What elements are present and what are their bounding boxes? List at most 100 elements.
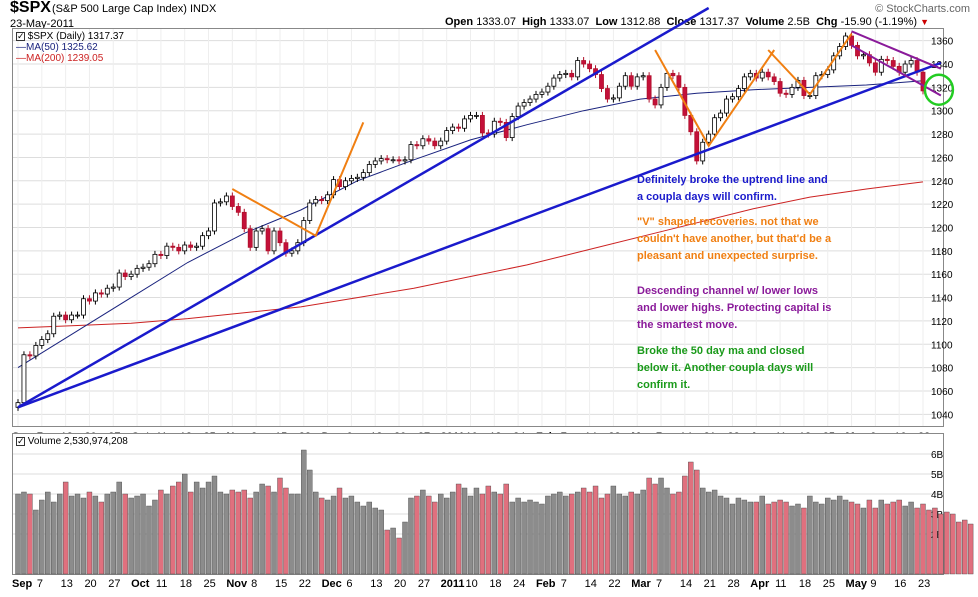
volume-bar bbox=[313, 491, 319, 575]
volume-bar bbox=[807, 495, 813, 575]
annotation-uptrend: Definitely broke the uptrend line and a … bbox=[637, 174, 828, 203]
price-candle bbox=[736, 88, 741, 98]
legend-volume: Volume 2,530,974,208 bbox=[27, 436, 128, 447]
price-tick-label: 1060 bbox=[931, 387, 954, 398]
price-candle bbox=[462, 118, 467, 129]
volume-x-tick-label: 25 bbox=[823, 578, 835, 590]
volume-x-tick-label: 18 bbox=[489, 578, 501, 590]
volume-bar bbox=[884, 503, 890, 575]
volume-x-tick-label: 16 bbox=[894, 578, 906, 590]
volume-bar bbox=[253, 491, 259, 575]
volume-bar bbox=[342, 497, 349, 575]
volume-bar bbox=[265, 485, 271, 575]
price-candle bbox=[872, 62, 878, 73]
price-candle bbox=[360, 172, 366, 178]
price-candle bbox=[93, 292, 98, 302]
volume-bar bbox=[62, 481, 69, 575]
stockcharts-brand[interactable]: © StockCharts.com bbox=[875, 3, 970, 15]
price-candle bbox=[878, 58, 884, 73]
price-candle bbox=[676, 75, 682, 88]
ma50-line bbox=[17, 80, 924, 369]
price-candle bbox=[545, 85, 551, 93]
price-candle bbox=[789, 86, 795, 95]
volume-bar bbox=[545, 495, 551, 575]
volume-bar bbox=[485, 485, 492, 575]
volume-bar bbox=[289, 493, 295, 575]
volume-bar bbox=[664, 487, 670, 575]
price-tick-label: 1360 bbox=[931, 37, 954, 48]
volume-x-tick-label: 15 bbox=[275, 578, 287, 590]
volume-tick-label: 4B bbox=[931, 490, 944, 501]
volume-bar bbox=[348, 495, 355, 575]
price-tick-label: 1100 bbox=[931, 340, 953, 351]
price-candle bbox=[777, 81, 783, 94]
volume-x-tick-label: Nov bbox=[226, 578, 248, 590]
volume-bar bbox=[51, 501, 57, 575]
volume-x-tick-label: 13 bbox=[370, 578, 382, 590]
price-candle bbox=[920, 71, 926, 92]
volume-x-tick-label: 10 bbox=[466, 578, 478, 590]
volume-x-tick-label: 7 bbox=[561, 578, 567, 590]
price-candle bbox=[884, 58, 890, 61]
volume-bar bbox=[842, 499, 849, 575]
volume-bar bbox=[586, 491, 593, 575]
volume-bar bbox=[872, 507, 879, 575]
price-legend: ✓ $SPX (Daily) 1317.37 —MA(50) 1325.62 —… bbox=[16, 31, 124, 64]
price-tick-label: 1260 bbox=[931, 153, 954, 164]
checkbox-icon[interactable]: ✓ bbox=[16, 31, 25, 41]
volume-bar bbox=[235, 491, 241, 575]
channel-line bbox=[851, 44, 942, 97]
volume-bar bbox=[247, 497, 253, 575]
volume-value: 2.5B bbox=[787, 16, 810, 28]
volume-bar bbox=[503, 483, 509, 575]
price-tick-label: 1240 bbox=[931, 177, 954, 188]
volume-bar bbox=[533, 501, 539, 575]
volume-bar bbox=[682, 475, 688, 575]
volume-bar bbox=[211, 475, 218, 575]
volume-bar bbox=[318, 497, 325, 575]
price-candle bbox=[218, 201, 223, 204]
volume-bar bbox=[122, 493, 128, 575]
volume-bar bbox=[187, 491, 194, 575]
price-tick-label: 1080 bbox=[931, 364, 954, 375]
volume-bar bbox=[408, 497, 414, 575]
price-candle bbox=[587, 63, 592, 70]
volume-x-tick-label: 27 bbox=[108, 578, 120, 590]
price-candle bbox=[515, 105, 521, 117]
volume-bar bbox=[205, 481, 212, 575]
volume-bar bbox=[574, 491, 581, 575]
volume-bar bbox=[301, 449, 307, 575]
volume-bar bbox=[33, 509, 39, 575]
volume-bar bbox=[652, 483, 658, 575]
price-candle bbox=[664, 72, 670, 88]
low-value: 1312.88 bbox=[620, 16, 661, 28]
volume-bar bbox=[104, 493, 110, 575]
price-tick-label: 1340 bbox=[931, 60, 954, 71]
checkbox-icon[interactable]: ✓ bbox=[16, 436, 25, 446]
volume-bar bbox=[777, 499, 783, 575]
price-candle bbox=[116, 272, 122, 288]
volume-bar bbox=[74, 493, 81, 575]
legend-ma200: MA(200) 1239.05 bbox=[26, 53, 104, 64]
volume-bar bbox=[854, 503, 861, 575]
volume-x-tick-label: Apr bbox=[750, 578, 770, 590]
price-tick-label: 1040 bbox=[931, 410, 954, 421]
price-candle bbox=[783, 92, 789, 95]
ma50-line-icon: — bbox=[16, 42, 26, 53]
price-candle bbox=[616, 85, 622, 99]
volume-bar bbox=[68, 495, 75, 575]
volume-bar bbox=[45, 491, 51, 575]
price-candle bbox=[51, 315, 57, 335]
volume-bar bbox=[295, 493, 301, 575]
volume-bar bbox=[616, 493, 623, 575]
volume-bar bbox=[229, 489, 236, 575]
price-candle bbox=[747, 72, 753, 78]
price-candle bbox=[902, 63, 908, 73]
volume-x-tick-label: Feb bbox=[536, 578, 556, 590]
price-candle bbox=[765, 71, 771, 78]
volume-bar bbox=[444, 497, 450, 575]
volume-bar bbox=[860, 507, 867, 575]
price-candle bbox=[771, 76, 777, 82]
volume-bar bbox=[783, 501, 789, 575]
volume-bar bbox=[372, 507, 378, 575]
